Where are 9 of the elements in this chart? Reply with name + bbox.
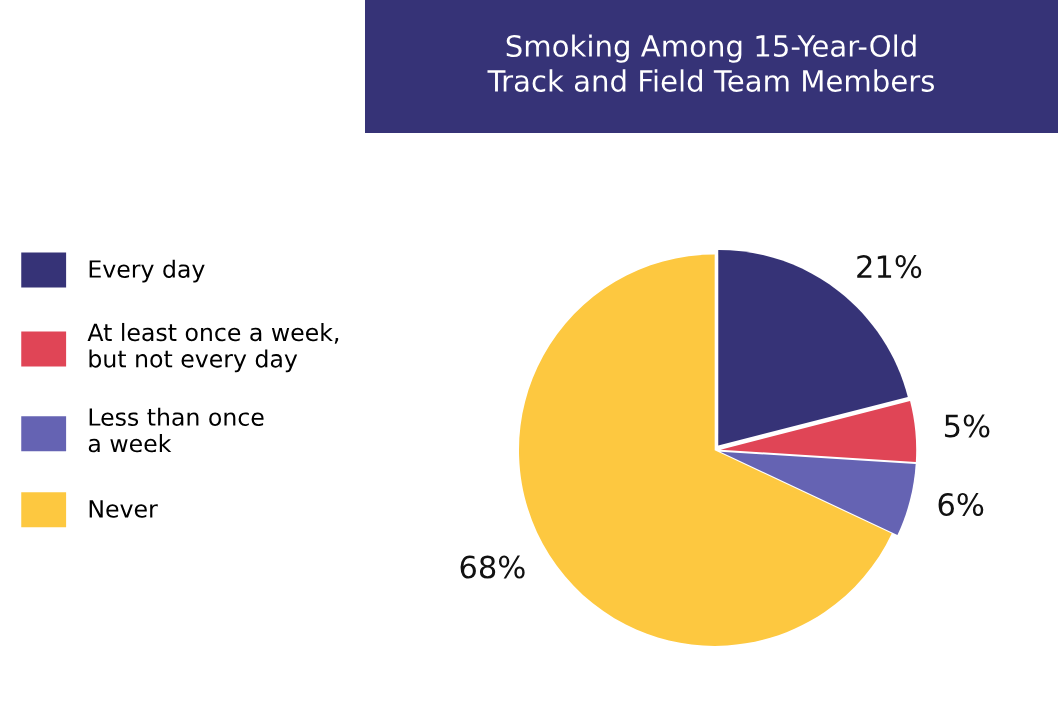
legend-label: At least once a week, but not every day [87,322,339,373]
data-label: 68% [460,555,525,579]
data-label: 21% [857,255,922,279]
legend-label: Every day [89,259,205,283]
data-label: 6% [938,492,984,517]
legend-label: Less than once a week [88,407,264,453]
legend-label: Never [89,500,158,518]
data-label: 5% [944,414,990,438]
chart-title: Smoking Among 15-Year-Old Track and Field Team Members [487,34,934,92]
